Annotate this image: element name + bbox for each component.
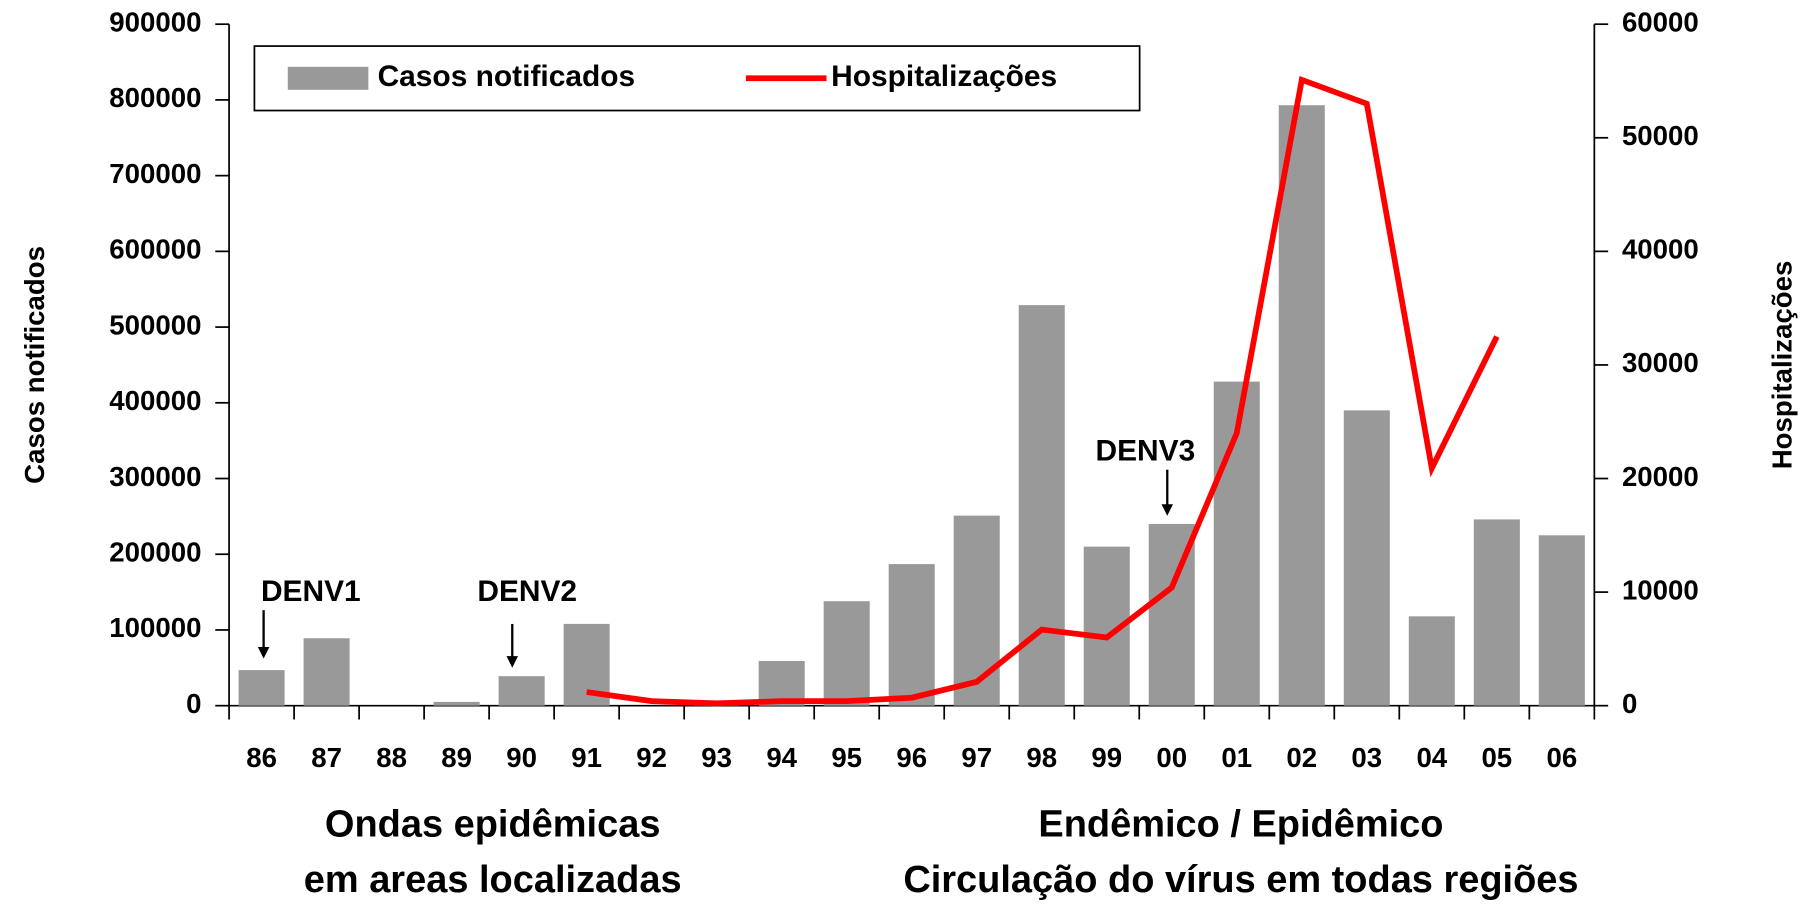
annotation-arrowhead bbox=[506, 656, 519, 668]
y-axis-title: Casos notificados bbox=[19, 246, 50, 484]
bar bbox=[1343, 410, 1390, 706]
phase-label: em areas localizadas bbox=[304, 859, 682, 901]
x-tick-label: 89 bbox=[441, 742, 472, 773]
x-tick-label: 92 bbox=[636, 742, 667, 773]
x-tick-label: 99 bbox=[1091, 742, 1122, 773]
bar bbox=[888, 564, 935, 706]
bar bbox=[1278, 105, 1325, 706]
y2-tick-label: 20000 bbox=[1622, 461, 1699, 492]
y2-tick-label: 10000 bbox=[1622, 574, 1699, 605]
y-tick-label: 100000 bbox=[109, 612, 201, 643]
bar bbox=[953, 515, 1000, 706]
annotation-arrowhead bbox=[1161, 504, 1174, 516]
y-tick-label: 400000 bbox=[109, 385, 201, 416]
annotation: DENV3 bbox=[1096, 434, 1196, 467]
y2-tick-label: 50000 bbox=[1622, 120, 1699, 151]
legend-label: Hospitalizações bbox=[831, 60, 1057, 93]
annotation-arrowhead bbox=[257, 646, 270, 659]
x-tick-label: 96 bbox=[896, 742, 927, 773]
bar bbox=[1538, 535, 1585, 706]
x-tick-label: 98 bbox=[1026, 742, 1057, 773]
x-tick-label: 05 bbox=[1481, 742, 1512, 773]
bar bbox=[498, 676, 545, 706]
y-tick-label: 300000 bbox=[109, 461, 201, 492]
bar bbox=[1473, 519, 1520, 706]
y-tick-label: 600000 bbox=[109, 234, 201, 265]
x-tick-label: 86 bbox=[246, 742, 277, 773]
x-tick-label: 95 bbox=[831, 742, 862, 773]
y-tick-label: 900000 bbox=[109, 6, 201, 37]
x-tick-label: 06 bbox=[1546, 742, 1577, 773]
legend-label: Casos notificados bbox=[378, 60, 636, 93]
y-tick-label: 700000 bbox=[109, 158, 201, 189]
y2-tick-label: 0 bbox=[1622, 688, 1637, 719]
bar bbox=[758, 661, 805, 706]
x-tick-label: 04 bbox=[1416, 742, 1447, 773]
x-tick-label: 00 bbox=[1156, 742, 1187, 773]
x-tick-label: 91 bbox=[571, 742, 602, 773]
y-tick-label: 200000 bbox=[109, 537, 201, 568]
x-tick-label: 02 bbox=[1286, 742, 1317, 773]
y2-tick-label: 30000 bbox=[1622, 347, 1699, 378]
annotation: DENV2 bbox=[477, 575, 577, 608]
line bbox=[586, 75, 1500, 707]
x-tick-label: 93 bbox=[701, 742, 732, 773]
phase-label: Endêmico / Epidêmico bbox=[1038, 804, 1443, 846]
x-tick-label: 88 bbox=[376, 742, 407, 773]
phase-label: Ondas epidêmicas bbox=[325, 804, 661, 846]
x-tick-label: 87 bbox=[311, 742, 342, 773]
bar bbox=[1408, 616, 1455, 706]
bar bbox=[823, 601, 870, 706]
x-tick-label: 97 bbox=[961, 742, 992, 773]
annotation: DENV1 bbox=[261, 575, 361, 608]
bar bbox=[433, 701, 480, 706]
y2-tick-label: 60000 bbox=[1622, 6, 1699, 37]
y2-axis-title: Hospitalizações bbox=[1767, 261, 1798, 470]
y-tick-label: 800000 bbox=[109, 82, 201, 113]
phase-label: Circulação do vírus em todas regiões bbox=[903, 859, 1578, 901]
y-tick-label: 0 bbox=[186, 688, 201, 719]
legend-box bbox=[253, 45, 1141, 112]
x-tick-label: 03 bbox=[1351, 742, 1382, 773]
x-tick-label: 94 bbox=[766, 742, 797, 773]
bar bbox=[238, 670, 285, 706]
x-tick-label: 01 bbox=[1221, 742, 1252, 773]
y-tick-label: 500000 bbox=[109, 309, 201, 340]
x-tick-label: 90 bbox=[506, 742, 537, 773]
bar bbox=[303, 638, 350, 706]
y2-tick-label: 40000 bbox=[1622, 234, 1699, 265]
legend-swatch bbox=[287, 66, 369, 90]
